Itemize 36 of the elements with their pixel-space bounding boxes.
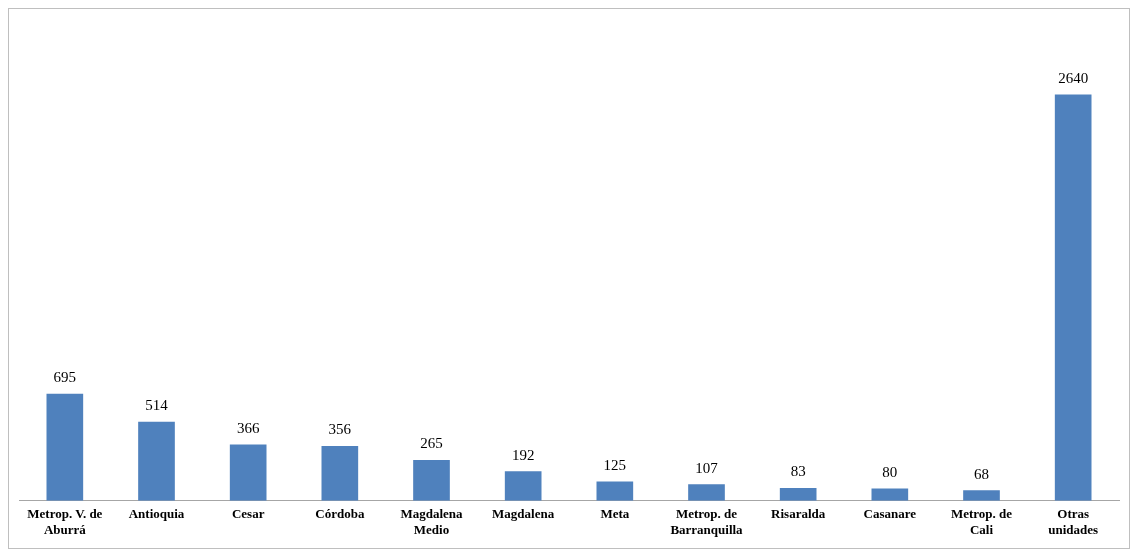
bar: [688, 484, 725, 501]
bar: [1054, 94, 1092, 501]
bar: [138, 421, 175, 501]
x-tick-label: Metrop. de Cali: [950, 505, 1013, 537]
bar: [504, 471, 542, 501]
x-tick-label: Metrop. de Barranquilla: [670, 505, 744, 537]
data-label: 125: [603, 457, 627, 473]
bar: [229, 444, 267, 501]
data-label: 107: [695, 459, 719, 476]
x-tick-label: Córdoba: [315, 505, 365, 521]
x-tick-label: Cesar: [231, 505, 265, 521]
x-tick-label: Risaralda: [771, 505, 826, 521]
data-label: 2640: [1058, 69, 1089, 86]
bar: [596, 481, 634, 501]
x-tick-label: Otras unidades: [1048, 505, 1099, 537]
bar: [779, 488, 817, 501]
bar: [413, 460, 450, 501]
data-label: 83: [790, 463, 806, 480]
data-label: 192: [511, 446, 535, 463]
data-label: 514: [145, 397, 169, 414]
x-tick-label: Magdalena: [492, 505, 555, 521]
bar: [963, 490, 1000, 501]
x-tick-label: Magdalena Medio: [400, 505, 464, 537]
x-tick-label: Antioquia: [128, 505, 185, 521]
data-label: 68: [974, 465, 989, 482]
data-label: 695: [53, 369, 77, 386]
bar: [871, 488, 909, 501]
x-tick-label: Meta: [600, 505, 630, 521]
bar: [46, 393, 84, 501]
data-label: 80: [882, 463, 898, 480]
data-label: 366: [236, 419, 260, 436]
x-tick-label: Metrop. V. de Aburrá: [27, 505, 103, 537]
data-label: 356: [328, 421, 352, 438]
data-label: 265: [420, 435, 443, 452]
bar: [321, 446, 359, 501]
x-tick-label: Casanare: [863, 505, 917, 521]
